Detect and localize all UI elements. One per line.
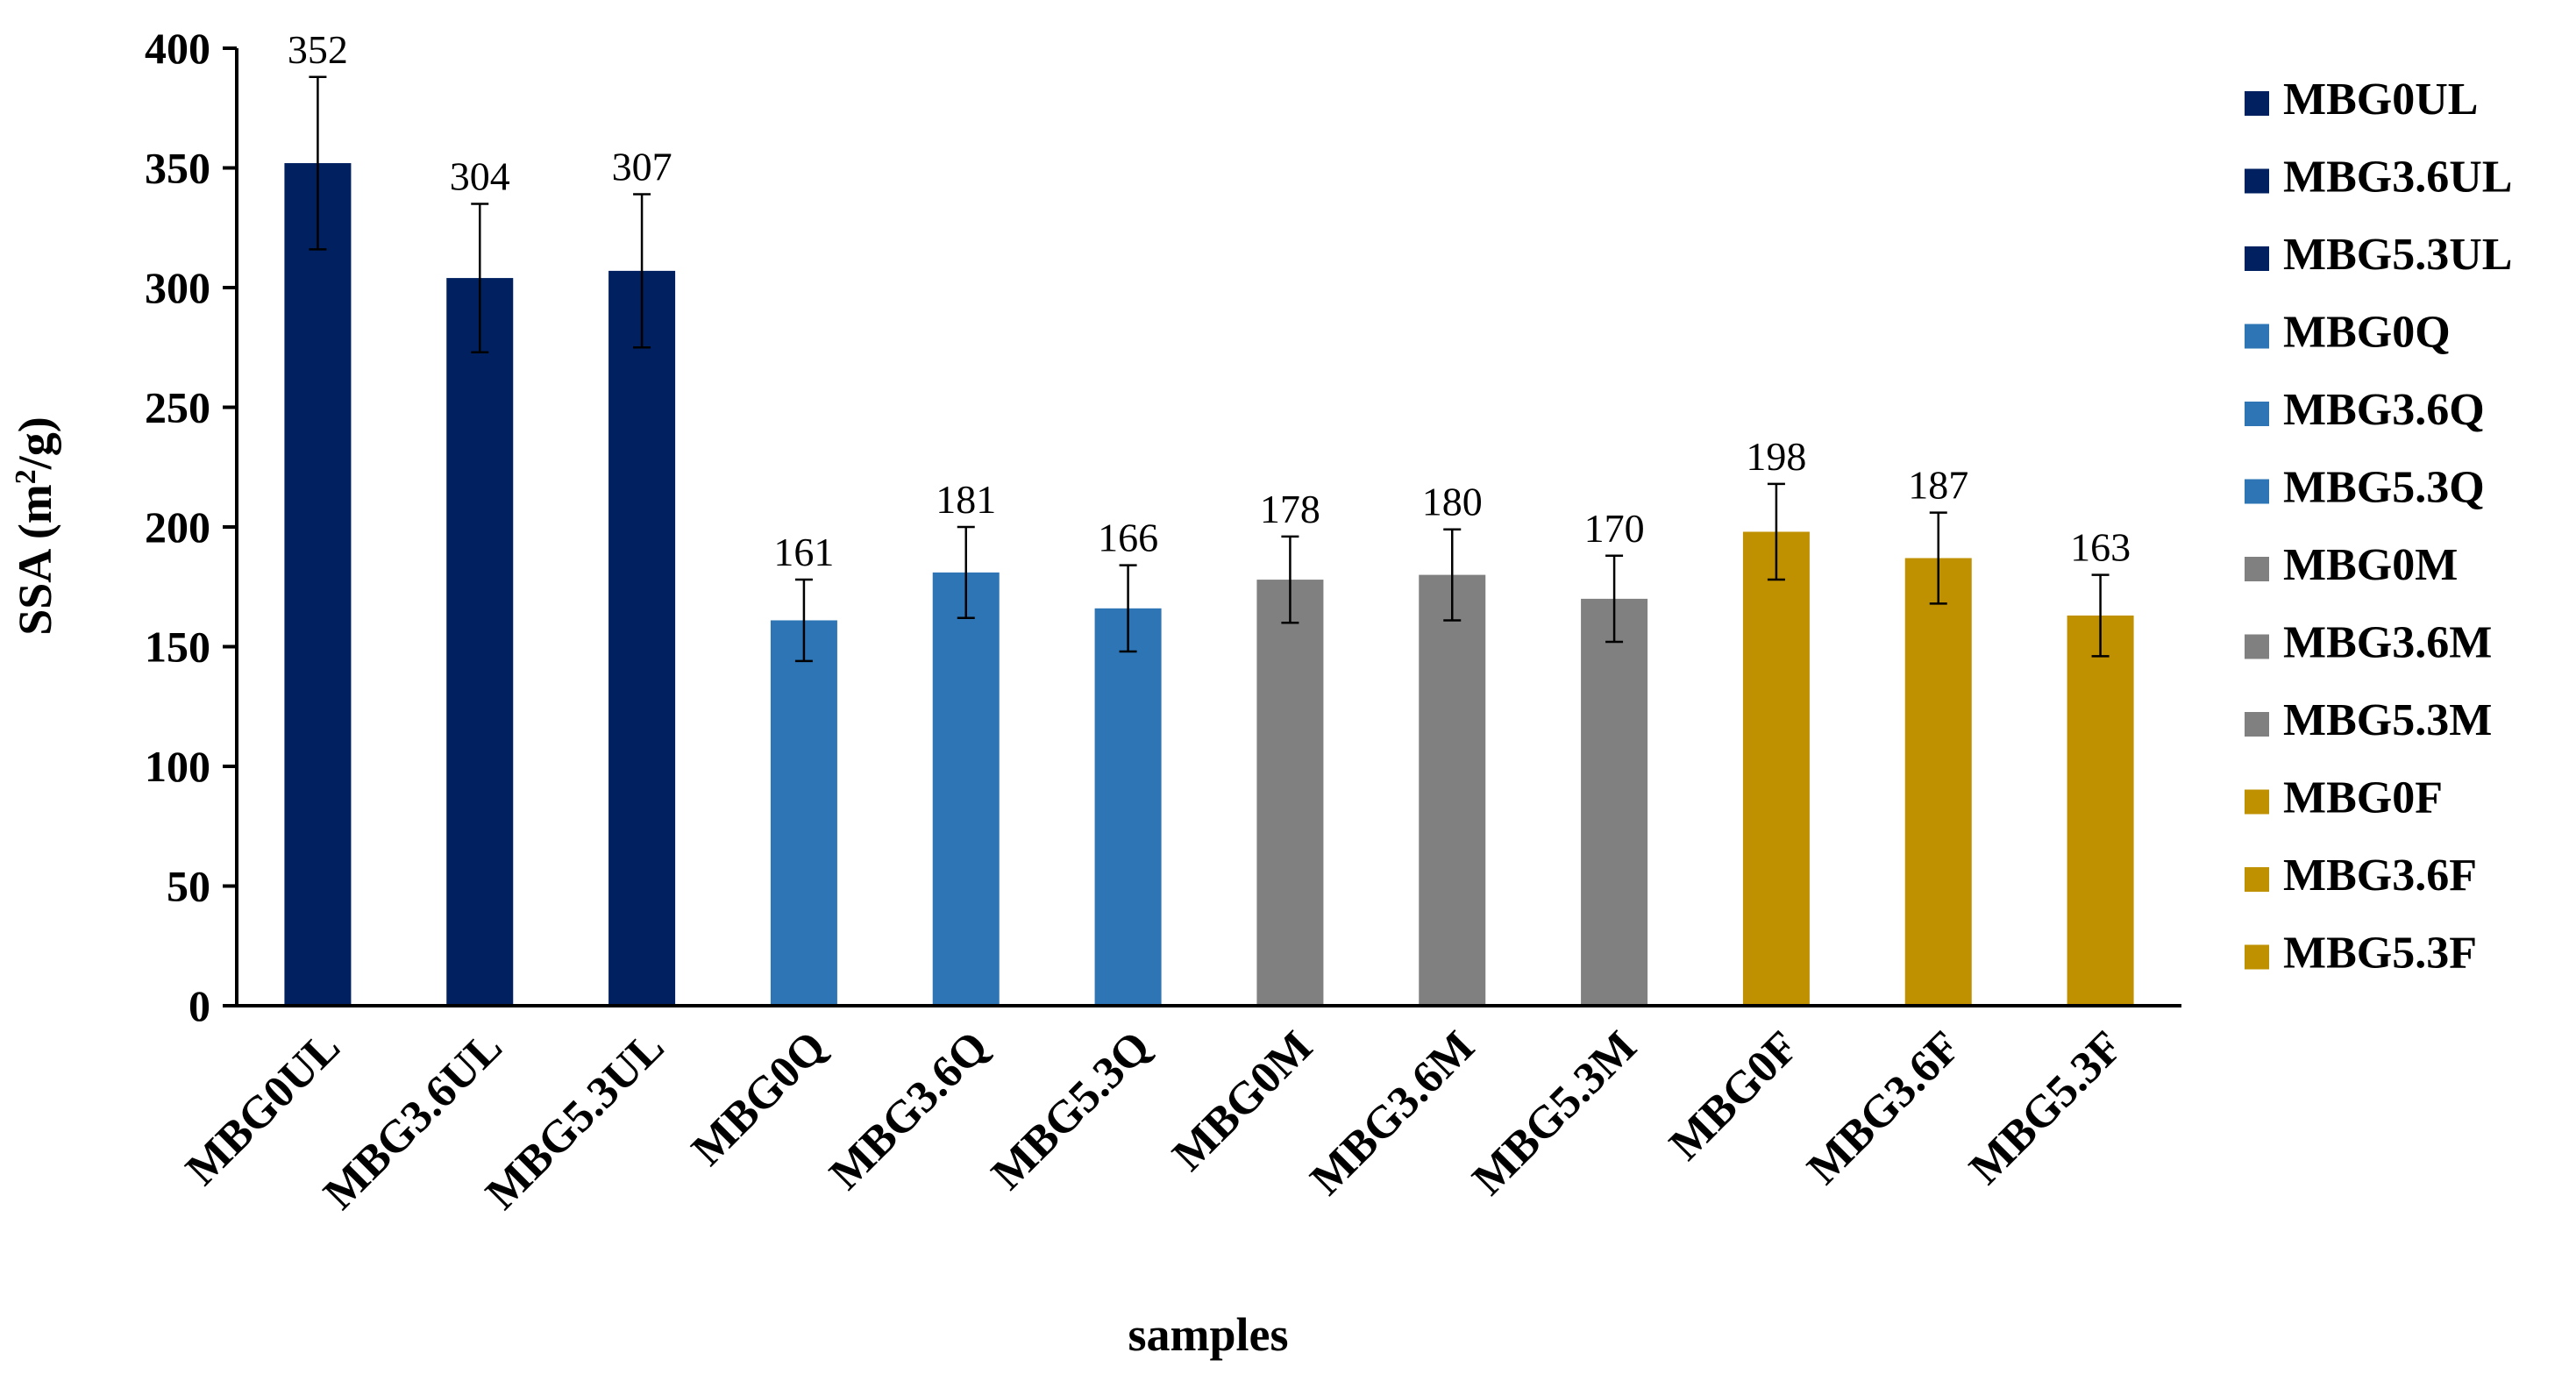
y-tick-label: 400 — [145, 24, 210, 73]
bar-mbg0q — [770, 620, 837, 1006]
plot-area: 0 50 100 150 200 250 300 350 400 352 MBG0UL 304 MBG3… — [145, 24, 2134, 1219]
x-tick-label: MBG3.6M — [1301, 1022, 1484, 1205]
x-tick-label: MBG5.3F — [1960, 1022, 2133, 1194]
bar-mbg5-3q — [1094, 608, 1162, 1006]
x-tick-label: MBG5.3Q — [982, 1022, 1160, 1200]
y-tick-label: 350 — [145, 144, 210, 193]
bar-mbg5-3f — [2067, 616, 2134, 1006]
y-tick-label: 100 — [145, 742, 210, 791]
bar-mbg0ul — [284, 163, 352, 1007]
bar-mbg3-6f — [1904, 558, 1972, 1006]
legend-item-label: MBG0M — [2283, 540, 2458, 590]
legend-swatch — [2245, 712, 2269, 737]
legend-swatch — [2245, 246, 2269, 271]
legend-item-label: MBG3.6Q — [2283, 385, 2485, 435]
data-label: 166 — [1098, 516, 1158, 560]
data-label: 352 — [288, 27, 348, 72]
y-tick-label: 200 — [145, 502, 210, 552]
legend-swatch — [2245, 867, 2269, 892]
x-axis-title: samples — [1128, 1308, 1288, 1361]
data-label: 180 — [1422, 480, 1483, 524]
data-label: 163 — [2070, 525, 2131, 570]
data-label: 304 — [450, 153, 510, 198]
y-tick-label: 300 — [145, 263, 210, 312]
x-tick-label: MBG3.6F — [1798, 1022, 1971, 1194]
legend-swatch — [2245, 789, 2269, 815]
bar-mbg3-6q — [932, 572, 1000, 1006]
bar-mbg3-6m — [1419, 574, 1486, 1006]
x-tick-label: MBG3.6Q — [821, 1022, 999, 1200]
data-label: 181 — [936, 477, 996, 522]
legend-item-label: MBG0UL — [2283, 75, 2478, 125]
bar-mbg0m — [1256, 580, 1324, 1006]
legend-swatch — [2245, 944, 2269, 970]
data-label: 307 — [612, 145, 672, 189]
data-label: 161 — [773, 530, 834, 574]
bar-mbg0f — [1742, 531, 1810, 1006]
legend-item-label: MBG5.3M — [2283, 695, 2492, 745]
y-tick-label: 250 — [145, 383, 210, 432]
legend-item-label: MBG5.3UL — [2283, 230, 2512, 280]
x-tick-label: MBG5.3M — [1463, 1022, 1647, 1205]
legend-item-label: MBG3.6M — [2283, 618, 2492, 668]
y-tick-label: 50 — [167, 862, 210, 911]
bar-mbg5-3m — [1581, 598, 1648, 1006]
legend-swatch — [2245, 479, 2269, 504]
legend-item-label: MBG0F — [2283, 773, 2443, 823]
x-tick-label: MBG0UL — [176, 1022, 350, 1195]
legend-item-label: MBG3.6F — [2283, 851, 2477, 901]
x-tick-label: MBG0F — [1660, 1022, 1808, 1170]
x-tick-label: MBG0Q — [682, 1022, 836, 1175]
legend-item-label: MBG3.6UL — [2283, 153, 2512, 203]
data-label: 170 — [1584, 506, 1645, 551]
data-label: 178 — [1260, 487, 1320, 531]
bar-mbg5-3ul — [608, 270, 676, 1006]
legend-swatch — [2245, 168, 2269, 194]
legend-swatch — [2245, 402, 2269, 426]
legend: MBG0UL MBG3.6UL MBG5.3UL MBG0Q MBG3.6Q MBG5.3… — [2245, 75, 2512, 979]
y-tick-label: 0 — [189, 981, 210, 1030]
data-label: 198 — [1746, 434, 1806, 479]
legend-item-label: MBG0Q — [2283, 308, 2451, 358]
legend-swatch — [2245, 91, 2269, 116]
x-tick-label: MBG0M — [1163, 1022, 1322, 1180]
legend-swatch — [2245, 634, 2269, 659]
legend-swatch — [2245, 324, 2269, 349]
y-tick-label: 150 — [145, 623, 210, 672]
legend-swatch — [2245, 557, 2269, 581]
y-axis-title: SSA (m2/g) — [9, 416, 61, 636]
legend-item-label: MBG5.3F — [2283, 929, 2477, 979]
bar-mbg3-6ul — [446, 278, 514, 1007]
legend-item-label: MBG5.3Q — [2283, 463, 2485, 513]
data-label: 187 — [1908, 463, 1968, 508]
